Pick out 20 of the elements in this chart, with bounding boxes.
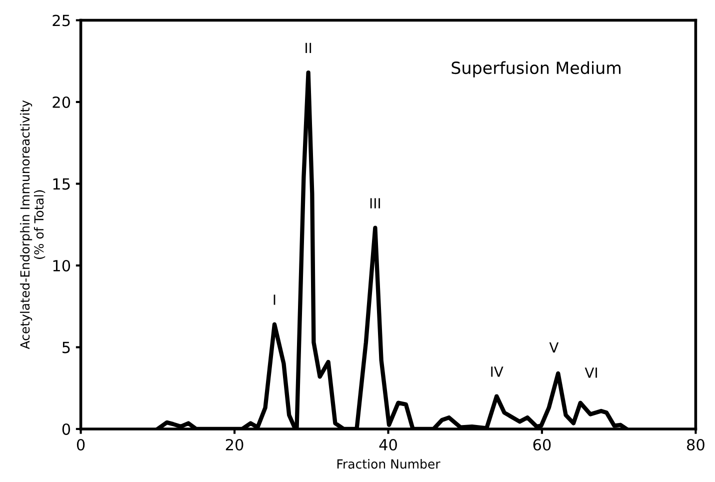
annotation: VI (584, 368, 597, 378)
y-axis-title: Acetylated-Endorphin Immunoreactivity (% of Total) (20, 100, 46, 350)
annotation: III (370, 198, 380, 208)
y-tick-label: 15 (53, 178, 70, 190)
y-tick-label: 10 (53, 260, 70, 272)
x-tick-label: 40 (379, 438, 397, 451)
y-tick-label: 0 (62, 423, 70, 435)
annotation: II (306, 42, 312, 54)
y-tick-label: 20 (52, 96, 70, 108)
annotation: I (274, 294, 276, 305)
annotation: IV (491, 366, 504, 377)
x-tick-label: 20 (226, 438, 244, 451)
x-axis-title: Fraction Number (337, 459, 440, 469)
x-tick-label: 60 (533, 438, 551, 451)
annotation: Superfusion Medium (452, 61, 620, 78)
annotation: V (549, 342, 559, 352)
y-tick-label: 25 (52, 14, 70, 26)
y-tick-label: 5 (62, 342, 70, 354)
x-tick-label: 80 (687, 438, 704, 451)
x-tick-label: 0 (76, 438, 85, 451)
